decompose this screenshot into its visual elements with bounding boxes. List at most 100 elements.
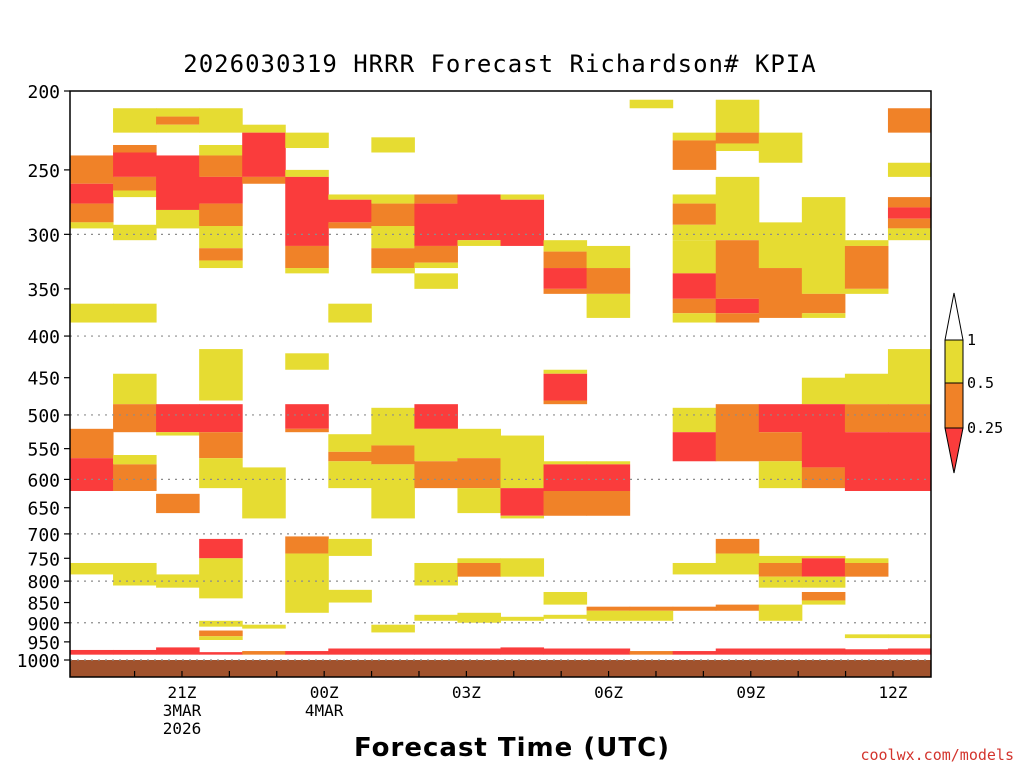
heatmap-cell — [199, 432, 243, 459]
heatmap-cell — [156, 404, 200, 433]
heatmap-cell — [156, 155, 200, 210]
heatmap-cell — [457, 612, 501, 623]
heatmap-cell — [199, 260, 243, 269]
y-tick-label: 550 — [27, 440, 60, 461]
heatmap-cell — [371, 194, 415, 204]
x-tick-label: 03Z — [452, 683, 481, 702]
heatmap-cell — [887, 197, 932, 208]
ground-fill — [70, 660, 931, 677]
y-tick-label: 850 — [27, 594, 60, 615]
y-tick-label: 1000 — [17, 651, 60, 672]
heatmap-cell — [199, 404, 243, 433]
heatmap-cell — [500, 435, 545, 489]
heatmap-cell — [715, 298, 760, 314]
heatmap-cell — [887, 432, 932, 491]
heatmap-cell — [543, 591, 588, 605]
heatmap-cell — [113, 404, 157, 433]
heatmap-cell — [414, 194, 458, 204]
heatmap-cell — [328, 451, 372, 462]
heatmap-cell — [844, 649, 889, 655]
heatmap-cell — [457, 194, 501, 241]
heatmap-cell — [672, 224, 717, 241]
y-tick-label: 950 — [27, 633, 60, 654]
heatmap-cell — [371, 648, 415, 655]
heatmap-cell — [500, 488, 545, 516]
heatmap-cell — [844, 432, 889, 491]
heatmap-cell — [199, 176, 243, 204]
heatmap-cell — [371, 407, 415, 446]
heatmap-cell — [414, 273, 458, 289]
heatmap-cell — [242, 624, 286, 629]
heatmap-cell — [414, 614, 458, 621]
heatmap-cell — [285, 404, 329, 429]
heatmap-cell — [801, 591, 846, 601]
heatmap-cell — [801, 293, 846, 314]
heatmap-cell — [328, 434, 372, 452]
heatmap-cell — [801, 197, 846, 294]
heatmap-cell — [758, 432, 803, 462]
heatmap-cell — [70, 155, 114, 184]
credit-link[interactable]: coolwx.com/models — [860, 746, 1014, 764]
legend-label: 1 — [967, 331, 976, 349]
heatmap-cell — [887, 162, 932, 177]
x-tick-label: 4MAR — [305, 701, 344, 720]
heatmap-cell — [844, 240, 889, 246]
heatmap-cell — [328, 538, 372, 556]
heatmap-cell — [199, 538, 243, 559]
x-tick-label: 09Z — [736, 683, 765, 702]
heatmap-cell — [285, 268, 329, 274]
heatmap-cell — [586, 268, 631, 294]
heatmap-cell — [199, 108, 243, 133]
heatmap-cell — [457, 648, 501, 655]
heatmap-cell — [156, 124, 200, 133]
heatmap-cell — [887, 349, 932, 405]
heatmap-cell — [371, 137, 415, 153]
heatmap-cell — [70, 222, 114, 229]
heatmap-cell — [328, 648, 372, 655]
heatmap-cell — [414, 562, 458, 586]
heatmap-cell — [715, 604, 760, 611]
heatmap-cell — [70, 203, 114, 223]
heatmap-cell — [844, 562, 889, 577]
heatmap-cell — [715, 404, 760, 462]
heatmap-cell — [715, 538, 760, 554]
heatmap-cell — [156, 432, 200, 436]
heatmap-cell — [199, 349, 243, 401]
heatmap-cell — [543, 369, 588, 374]
heatmap-cell — [457, 562, 501, 577]
heatmap-cell — [500, 647, 545, 655]
y-tick-label: 350 — [27, 280, 60, 301]
heatmap-cell — [371, 226, 415, 249]
y-tick-label: 450 — [27, 369, 60, 390]
heatmap-cell — [715, 132, 760, 144]
x-axis-label: Forecast Time (UTC) — [353, 733, 671, 763]
heatmap-cell — [629, 606, 674, 611]
heatmap-cell — [887, 648, 932, 655]
heatmap-cell — [457, 558, 501, 563]
heatmap-cell — [242, 651, 286, 655]
heatmap-cell — [887, 404, 932, 433]
heatmap-cell — [844, 373, 889, 405]
heatmap-cell — [500, 558, 545, 577]
heatmap-cell — [801, 558, 846, 577]
heatmap-cell — [414, 428, 458, 462]
heatmap-cell — [887, 218, 932, 229]
heatmap-cell — [371, 268, 415, 274]
heatmap-cell — [801, 377, 846, 405]
heatmap-cell — [629, 610, 674, 621]
heatmap-cell — [199, 458, 243, 489]
heatmap-cell — [586, 293, 631, 318]
heatmap-cell — [113, 373, 157, 405]
heatmap-cell — [113, 464, 157, 491]
colorbar-legend: 1 0.5 0.25 — [944, 292, 1003, 474]
heatmap-cell — [113, 455, 157, 465]
heatmap-cell — [285, 428, 329, 433]
chart-title: 2026030319 HRRR Forecast Richardson# KPI… — [183, 50, 817, 78]
heatmap-cell — [285, 132, 329, 149]
heatmap-cell — [199, 630, 243, 637]
heatmap-cell — [285, 169, 329, 177]
heatmap-cell — [672, 203, 717, 225]
heatmap-cell — [457, 428, 501, 459]
